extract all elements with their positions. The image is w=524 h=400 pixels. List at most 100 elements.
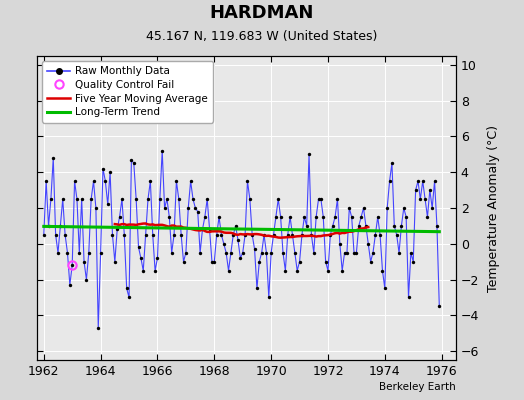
Point — [213, 232, 221, 238]
Point — [236, 255, 245, 261]
Point — [243, 178, 252, 184]
Point — [205, 226, 214, 233]
Point — [141, 232, 150, 238]
Point — [40, 232, 48, 238]
Point — [174, 196, 183, 202]
Point — [388, 160, 396, 166]
Point — [229, 232, 237, 238]
Point — [182, 250, 190, 256]
Text: Berkeley Earth: Berkeley Earth — [379, 382, 456, 392]
Point — [66, 282, 74, 288]
Point — [232, 223, 240, 229]
Point — [134, 244, 143, 250]
Point — [316, 196, 325, 202]
Point — [305, 151, 313, 158]
Point — [267, 250, 275, 256]
Point — [329, 223, 337, 229]
Point — [59, 196, 67, 202]
Point — [378, 267, 387, 274]
Point — [395, 250, 403, 256]
Point — [250, 246, 259, 252]
Point — [47, 196, 55, 202]
Point — [345, 205, 354, 211]
Point — [208, 258, 216, 265]
Point — [220, 240, 228, 247]
Point — [336, 240, 344, 247]
Point — [260, 232, 268, 238]
Point — [255, 258, 264, 265]
Point — [312, 214, 320, 220]
Point — [75, 250, 83, 256]
Point — [154, 255, 162, 261]
Point — [144, 196, 152, 202]
Point — [416, 196, 424, 202]
Point — [390, 223, 398, 229]
Point — [196, 250, 204, 256]
Point — [111, 258, 119, 265]
Point — [300, 214, 309, 220]
Point — [189, 196, 197, 202]
Point — [123, 285, 131, 292]
Point — [333, 196, 342, 202]
Point — [423, 214, 432, 220]
Point — [262, 250, 270, 256]
Point — [165, 214, 173, 220]
Point — [241, 232, 249, 238]
Point — [80, 258, 88, 265]
Point — [246, 196, 254, 202]
Point — [331, 214, 339, 220]
Point — [400, 205, 408, 211]
Point — [63, 250, 72, 256]
Point — [84, 250, 93, 256]
Point — [118, 196, 126, 202]
Point — [409, 258, 418, 265]
Point — [357, 214, 365, 220]
Point — [326, 232, 334, 238]
Point — [253, 285, 261, 292]
Point — [108, 232, 117, 238]
Point — [324, 267, 332, 274]
Point — [341, 250, 349, 256]
Point — [160, 205, 169, 211]
Point — [193, 208, 202, 215]
Point — [419, 178, 427, 184]
Point — [148, 232, 157, 238]
Point — [269, 232, 278, 238]
Point — [132, 196, 140, 202]
Point — [54, 250, 62, 256]
Point — [338, 267, 346, 274]
Point — [248, 232, 256, 238]
Point — [371, 232, 379, 238]
Point — [298, 232, 306, 238]
Point — [187, 178, 195, 184]
Point — [362, 223, 370, 229]
Point — [217, 232, 226, 238]
Point — [286, 214, 294, 220]
Point — [198, 226, 206, 233]
Point — [435, 303, 443, 310]
Point — [227, 250, 235, 256]
Point — [158, 148, 167, 154]
Point — [139, 267, 147, 274]
Point — [172, 178, 181, 184]
Point — [397, 223, 406, 229]
Point — [120, 232, 128, 238]
Point — [82, 276, 91, 283]
Point — [407, 250, 415, 256]
Point — [421, 196, 429, 202]
Point — [414, 178, 422, 184]
Point — [56, 223, 64, 229]
Point — [425, 187, 434, 193]
Point — [168, 250, 176, 256]
Point — [170, 232, 178, 238]
Point — [321, 258, 330, 265]
Point — [51, 232, 60, 238]
Point — [355, 223, 363, 229]
Point — [184, 205, 192, 211]
Point — [89, 178, 97, 184]
Point — [92, 205, 100, 211]
Point — [203, 196, 211, 202]
Point — [99, 166, 107, 172]
Point — [42, 178, 50, 184]
Point — [291, 250, 299, 256]
